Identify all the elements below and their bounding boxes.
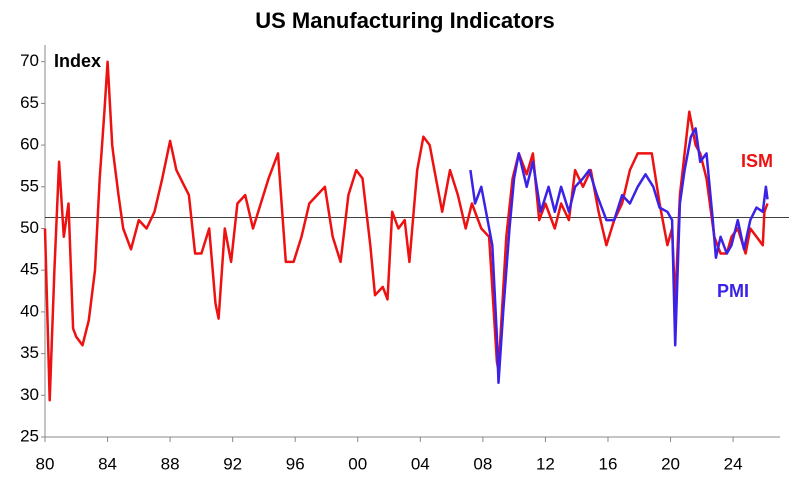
series-label: PMI bbox=[717, 281, 749, 301]
x-tick-label: 08 bbox=[473, 454, 492, 473]
x-tick-label: 20 bbox=[661, 454, 680, 473]
y-tick-label: 30 bbox=[20, 385, 39, 404]
x-tick-label: 24 bbox=[724, 454, 743, 473]
y-tick-label: 55 bbox=[20, 176, 39, 195]
x-tick-label: 12 bbox=[536, 454, 555, 473]
chart-title: US Manufacturing Indicators bbox=[255, 8, 554, 33]
data-line bbox=[469, 127, 769, 385]
y-tick-label: 70 bbox=[20, 51, 39, 70]
x-tick-label: 96 bbox=[286, 454, 305, 473]
x-tick-label: 80 bbox=[36, 454, 55, 473]
y-tick-label: 50 bbox=[20, 218, 39, 237]
data-line bbox=[43, 60, 769, 402]
y-tick-label: 65 bbox=[20, 93, 39, 112]
y-tick-label: 25 bbox=[20, 426, 39, 445]
series-label: ISM bbox=[741, 151, 773, 171]
x-tick-label: 16 bbox=[599, 454, 618, 473]
y-tick-label: 35 bbox=[20, 343, 39, 362]
x-tick-label: 04 bbox=[411, 454, 430, 473]
y-tick-label: 60 bbox=[20, 135, 39, 154]
axis-unit-label: Index bbox=[54, 51, 101, 71]
x-tick-label: 84 bbox=[98, 454, 117, 473]
x-tick-label: 00 bbox=[348, 454, 367, 473]
x-tick-label: 92 bbox=[223, 454, 242, 473]
y-tick-label: 40 bbox=[20, 301, 39, 320]
x-tick-label: 88 bbox=[161, 454, 180, 473]
y-tick-label: 45 bbox=[20, 260, 39, 279]
